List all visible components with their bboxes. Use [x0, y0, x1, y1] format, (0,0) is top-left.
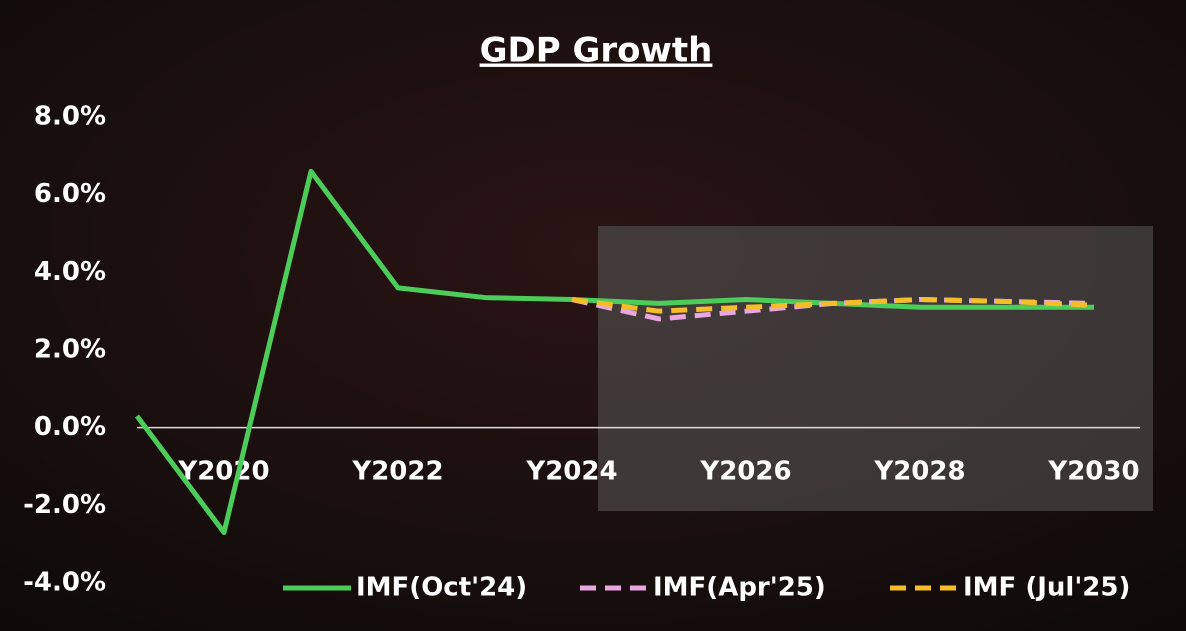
y-tick-label: 2.0% — [34, 335, 106, 365]
y-tick-label: 0.0% — [34, 412, 106, 442]
x-tick-label: Y2026 — [699, 457, 791, 487]
series-line — [571, 297, 1095, 314]
series-line — [134, 168, 1094, 536]
legend-label: IMF(Apr'25) — [653, 573, 826, 603]
x-tick-label: Y2028 — [873, 457, 965, 487]
x-tick-label: Y2020 — [177, 457, 269, 487]
chart-title: GDP Growth — [480, 31, 713, 71]
y-tick-label: -4.0% — [23, 568, 106, 598]
y-tick-label: 8.0% — [34, 102, 106, 132]
forecast-shade — [598, 226, 1153, 511]
x-tick-label: Y2030 — [1047, 457, 1139, 487]
y-tick-label: 4.0% — [34, 257, 106, 287]
x-tick-label: Y2022 — [351, 457, 443, 487]
x-tick-label: Y2024 — [525, 457, 617, 487]
legend-label: IMF(Oct'24) — [356, 573, 527, 603]
y-tick-label: -2.0% — [23, 490, 106, 520]
legend-label: IMF (Jul'25) — [963, 573, 1130, 603]
y-tick-label: 6.0% — [34, 179, 106, 209]
